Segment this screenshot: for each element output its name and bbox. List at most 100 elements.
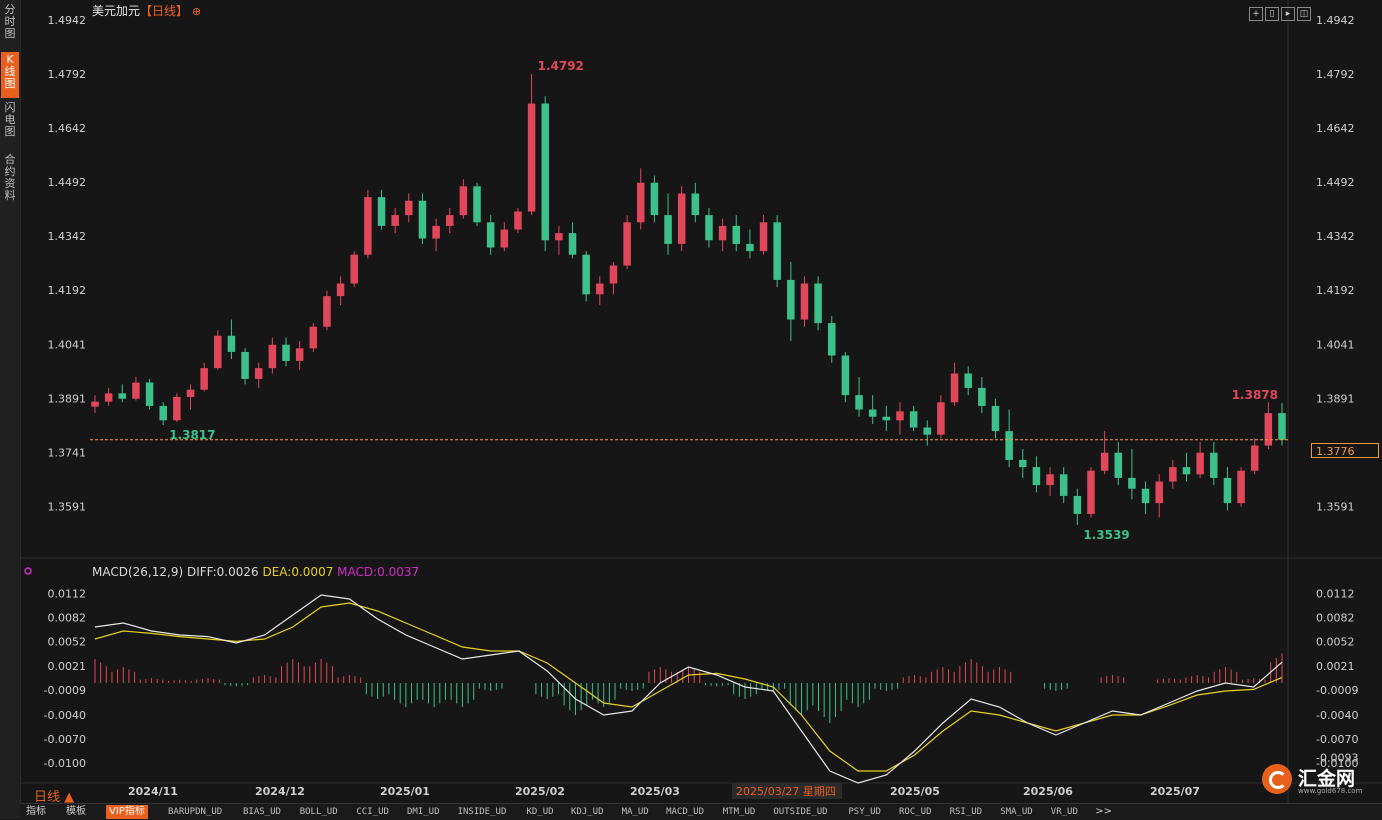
indicator-tab[interactable]: BOLL_UD — [299, 807, 338, 817]
y-tick-label-right: 1.4642 — [1316, 122, 1355, 135]
macd-value: MACD:0.0037 — [337, 565, 420, 579]
candle-body — [636, 182, 645, 223]
candle-body — [1182, 467, 1191, 475]
indicator-tab[interactable]: VR_UD — [1050, 807, 1078, 817]
zoom-icon[interactable]: ◫ — [1297, 7, 1311, 21]
candle-body — [991, 405, 1000, 432]
candle-body — [295, 348, 304, 361]
candle-body — [268, 344, 277, 369]
indicator-tab[interactable]: 指标 — [26, 806, 46, 817]
tab-contract-info[interactable]: 合 约 资 料 — [4, 153, 16, 202]
candle-body — [1223, 477, 1232, 504]
indicator-tab[interactable]: DMI_UD — [407, 807, 440, 817]
logo-url: www.gold678.com — [1298, 787, 1363, 795]
left-tab-bar: 分 时 图 K 线 图 闪 电 图 合 约 资 料 — [0, 0, 21, 819]
x-tick-label: 2025/02 — [515, 785, 565, 798]
candle-body — [705, 215, 713, 241]
macd-settings-icon — [24, 567, 32, 575]
candle-body — [364, 197, 372, 255]
y-tick-label-right: 1.3591 — [1316, 500, 1355, 513]
macd-tick-label: 0.0021 — [48, 660, 87, 673]
indicator-tab[interactable]: BARUPDN_UD — [168, 807, 223, 817]
candle-body — [568, 233, 577, 255]
candle-body — [377, 197, 386, 226]
tab-time-chart[interactable]: 分 时 图 — [4, 3, 16, 40]
macd-tick-label-right: -0.0100 — [1316, 757, 1358, 770]
period-selector[interactable]: 日线 ▲ — [34, 790, 75, 805]
chart-canvas[interactable]: 1.4942 1.4942 1.4792 1.4792 1.4642 1.4642 1.44… — [20, 0, 1382, 803]
candle-body — [1100, 452, 1109, 471]
candle-body — [309, 326, 318, 349]
play-icon[interactable]: ▸ — [1281, 7, 1295, 21]
extreme-label: 1.4792 — [538, 59, 584, 73]
indicator-tab[interactable]: 模板 — [66, 806, 86, 817]
candle-body — [677, 193, 686, 244]
candle-body — [650, 182, 659, 216]
tab-flash-chart[interactable]: 闪 电 图 — [4, 101, 16, 138]
indicator-tab[interactable]: MTM_UD — [722, 807, 756, 817]
candle-body — [336, 283, 345, 297]
circle-plus-icon[interactable]: ⊕ — [191, 5, 202, 18]
candle-body — [323, 296, 331, 327]
candle-body — [841, 355, 850, 396]
x-tick-label: 2024/11 — [128, 785, 178, 798]
candle-body — [1210, 452, 1218, 478]
candle-body — [486, 222, 495, 248]
indicator-tab[interactable]: KD_UD — [526, 807, 554, 817]
indicator-tab[interactable]: PSY_UD — [848, 807, 881, 817]
candle-body — [909, 411, 918, 428]
indicator-tab[interactable]: MACD_UD — [666, 807, 705, 817]
candle-body — [555, 233, 563, 241]
tab-kline-chart[interactable]: K 线 图 — [1, 52, 19, 98]
y-tick-label-right: 1.4342 — [1316, 230, 1355, 243]
candle-body — [746, 243, 754, 252]
macd-legend: MACD(26,12,9) DIFF:0.0026 DEA:0.0007 MAC… — [92, 565, 419, 579]
indicator-tab[interactable]: ROC_UD — [899, 807, 932, 817]
y-tick-label: 1.4792 — [48, 68, 87, 81]
crosshair-icon[interactable]: + — [1249, 7, 1263, 21]
y-tick-label-right: 1.4792 — [1316, 68, 1355, 81]
candle-body — [241, 351, 249, 379]
logo-name: 汇金网 — [1298, 768, 1356, 790]
candle-body — [91, 401, 99, 407]
indicator-tab[interactable]: >> — [1095, 806, 1113, 817]
fit-icon[interactable]: ▯ — [1265, 7, 1279, 21]
candle-body — [1073, 495, 1082, 514]
toolbar-icons: + ▯ ▸ ◫ — [1249, 1, 1313, 21]
indicator-bar: 指标 模板 VIP指标 BARUPDN_UD BIAS_UD BOLL_UD CCI_UD D… — [20, 803, 1382, 820]
indicator-tab[interactable]: BIAS_UD — [243, 807, 281, 817]
macd-name: MACD(26,12,9) — [92, 565, 184, 579]
candle-body — [1005, 431, 1013, 460]
indicator-tab[interactable]: KDJ_UD — [571, 807, 604, 817]
indicator-tab[interactable]: VIP指标 — [106, 805, 148, 819]
candle-body — [1196, 452, 1204, 475]
candle-body — [1128, 477, 1136, 489]
candle-body — [514, 211, 522, 230]
candle-body — [759, 222, 768, 252]
macd-tick-label-right: 0.0021 — [1316, 660, 1355, 673]
x-tick-label: 2025/01 — [380, 785, 430, 798]
macd-tick-label-right: 0.0052 — [1316, 635, 1355, 648]
y-tick-label: 1.4041 — [48, 338, 87, 351]
candle-body — [923, 427, 932, 435]
candle-body — [773, 222, 781, 280]
macd-tick-label-right: -0.0070 — [1316, 733, 1358, 746]
indicator-tab[interactable]: INSIDE_UD — [457, 807, 507, 817]
indicator-tab[interactable]: RSI_UD — [949, 807, 983, 817]
candle-body — [950, 373, 959, 403]
macd-tick-label: -0.0100 — [44, 757, 86, 770]
indicator-tab[interactable]: OUTSIDE_UD — [773, 807, 828, 817]
candle-body — [978, 387, 986, 406]
candle-body — [1278, 413, 1286, 440]
indicator-tab[interactable]: MA_UD — [621, 807, 649, 817]
candle-body — [350, 254, 358, 284]
candle-body — [828, 323, 836, 356]
candle-body — [691, 193, 700, 216]
candle-body — [964, 373, 972, 388]
indicator-tab[interactable]: SMA_UD — [1000, 807, 1033, 817]
indicator-tab[interactable]: CCI_UD — [356, 807, 389, 817]
period-tag[interactable]: 【日线】 — [140, 4, 189, 18]
candle-body — [800, 283, 809, 320]
candle-body — [1264, 413, 1273, 446]
candle-body — [868, 409, 877, 417]
